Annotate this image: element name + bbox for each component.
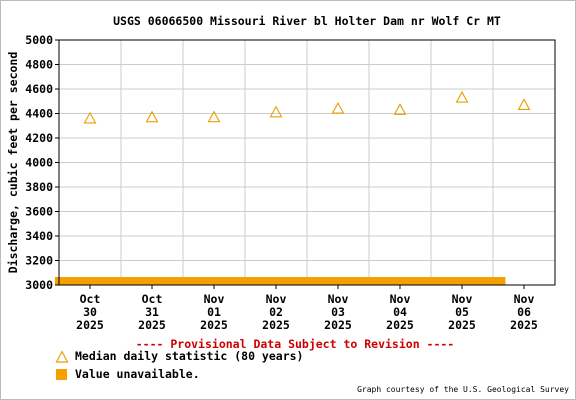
legend-unavailable-label: Value unavailable. xyxy=(75,367,200,381)
y-tick-label: 4200 xyxy=(25,131,53,145)
x-tick-labels: Oct302025Oct312025Nov012025Nov022025Nov0… xyxy=(76,285,538,332)
median-point xyxy=(517,98,531,110)
median-point xyxy=(207,110,221,123)
x-tick-month: Nov xyxy=(266,292,287,306)
median-point xyxy=(269,105,283,118)
chart-title: USGS 06066500 Missouri River bl Holter D… xyxy=(113,14,501,28)
x-tick-year: 2025 xyxy=(324,318,352,332)
x-tick-year: 2025 xyxy=(386,318,414,332)
median-point xyxy=(83,111,97,124)
x-tick-year: 2025 xyxy=(448,318,476,332)
x-tick-month: Oct xyxy=(80,292,101,306)
y-tick-label: 4800 xyxy=(25,58,53,72)
y-tick-label: 3800 xyxy=(25,180,53,194)
median-point xyxy=(331,101,345,114)
x-tick-year: 2025 xyxy=(76,318,104,332)
x-tick-year: 2025 xyxy=(262,318,290,332)
orange-square-icon xyxy=(56,369,67,380)
x-tick-day: 05 xyxy=(455,305,469,319)
x-tick-year: 2025 xyxy=(200,318,228,332)
y-tick-label: 3400 xyxy=(25,229,53,243)
x-tick-day: 02 xyxy=(269,305,283,319)
x-tick-month: Nov xyxy=(328,292,349,306)
x-tick-month: Nov xyxy=(452,292,473,306)
median-markers xyxy=(83,90,531,124)
y-tick-label: 5000 xyxy=(25,33,53,47)
x-tick-month: Nov xyxy=(204,292,225,306)
x-tick-year: 2025 xyxy=(138,318,166,332)
legend-median-label: Median daily statistic (80 years) xyxy=(75,349,304,363)
x-tick-day: 06 xyxy=(517,305,531,319)
y-tick-label: 3600 xyxy=(25,205,53,219)
unavailable-data-bar-group xyxy=(55,277,506,285)
triangle-marker-icon xyxy=(55,350,69,363)
x-tick-day: 31 xyxy=(145,305,159,319)
median-point xyxy=(455,90,469,103)
x-tick-day: 03 xyxy=(331,305,345,319)
y-tick-label: 4400 xyxy=(25,107,53,121)
x-tick-month: Oct xyxy=(142,292,163,306)
y-tick-label: 3000 xyxy=(25,278,53,292)
x-tick-day: 30 xyxy=(83,305,97,319)
unavailable-data-bar xyxy=(55,277,506,285)
x-tick-day: 04 xyxy=(393,305,407,319)
y-tick-label: 4000 xyxy=(25,156,53,170)
median-point xyxy=(393,103,407,115)
usgs-credit: Graph courtesy of the U.S. Geological Su… xyxy=(357,385,569,394)
x-tick-year: 2025 xyxy=(510,318,538,332)
x-tick-day: 01 xyxy=(207,305,221,319)
x-tick-month: Nov xyxy=(514,292,535,306)
x-tick-month: Nov xyxy=(390,292,411,306)
y-axis-label: Discharge, cubic feet per second xyxy=(6,52,20,274)
plot-border xyxy=(58,39,556,286)
y-tick-label: 3200 xyxy=(25,254,53,268)
y-tick-labels: 3000 3200 3400 3600 3800 4000 4200 4400 4600 4800… xyxy=(25,33,59,292)
grid-lines xyxy=(59,39,555,286)
median-point xyxy=(145,110,159,123)
y-tick-label: 4600 xyxy=(25,82,53,96)
provisional-annotation: ---- Provisional Data Subject to Revisio… xyxy=(136,337,455,351)
